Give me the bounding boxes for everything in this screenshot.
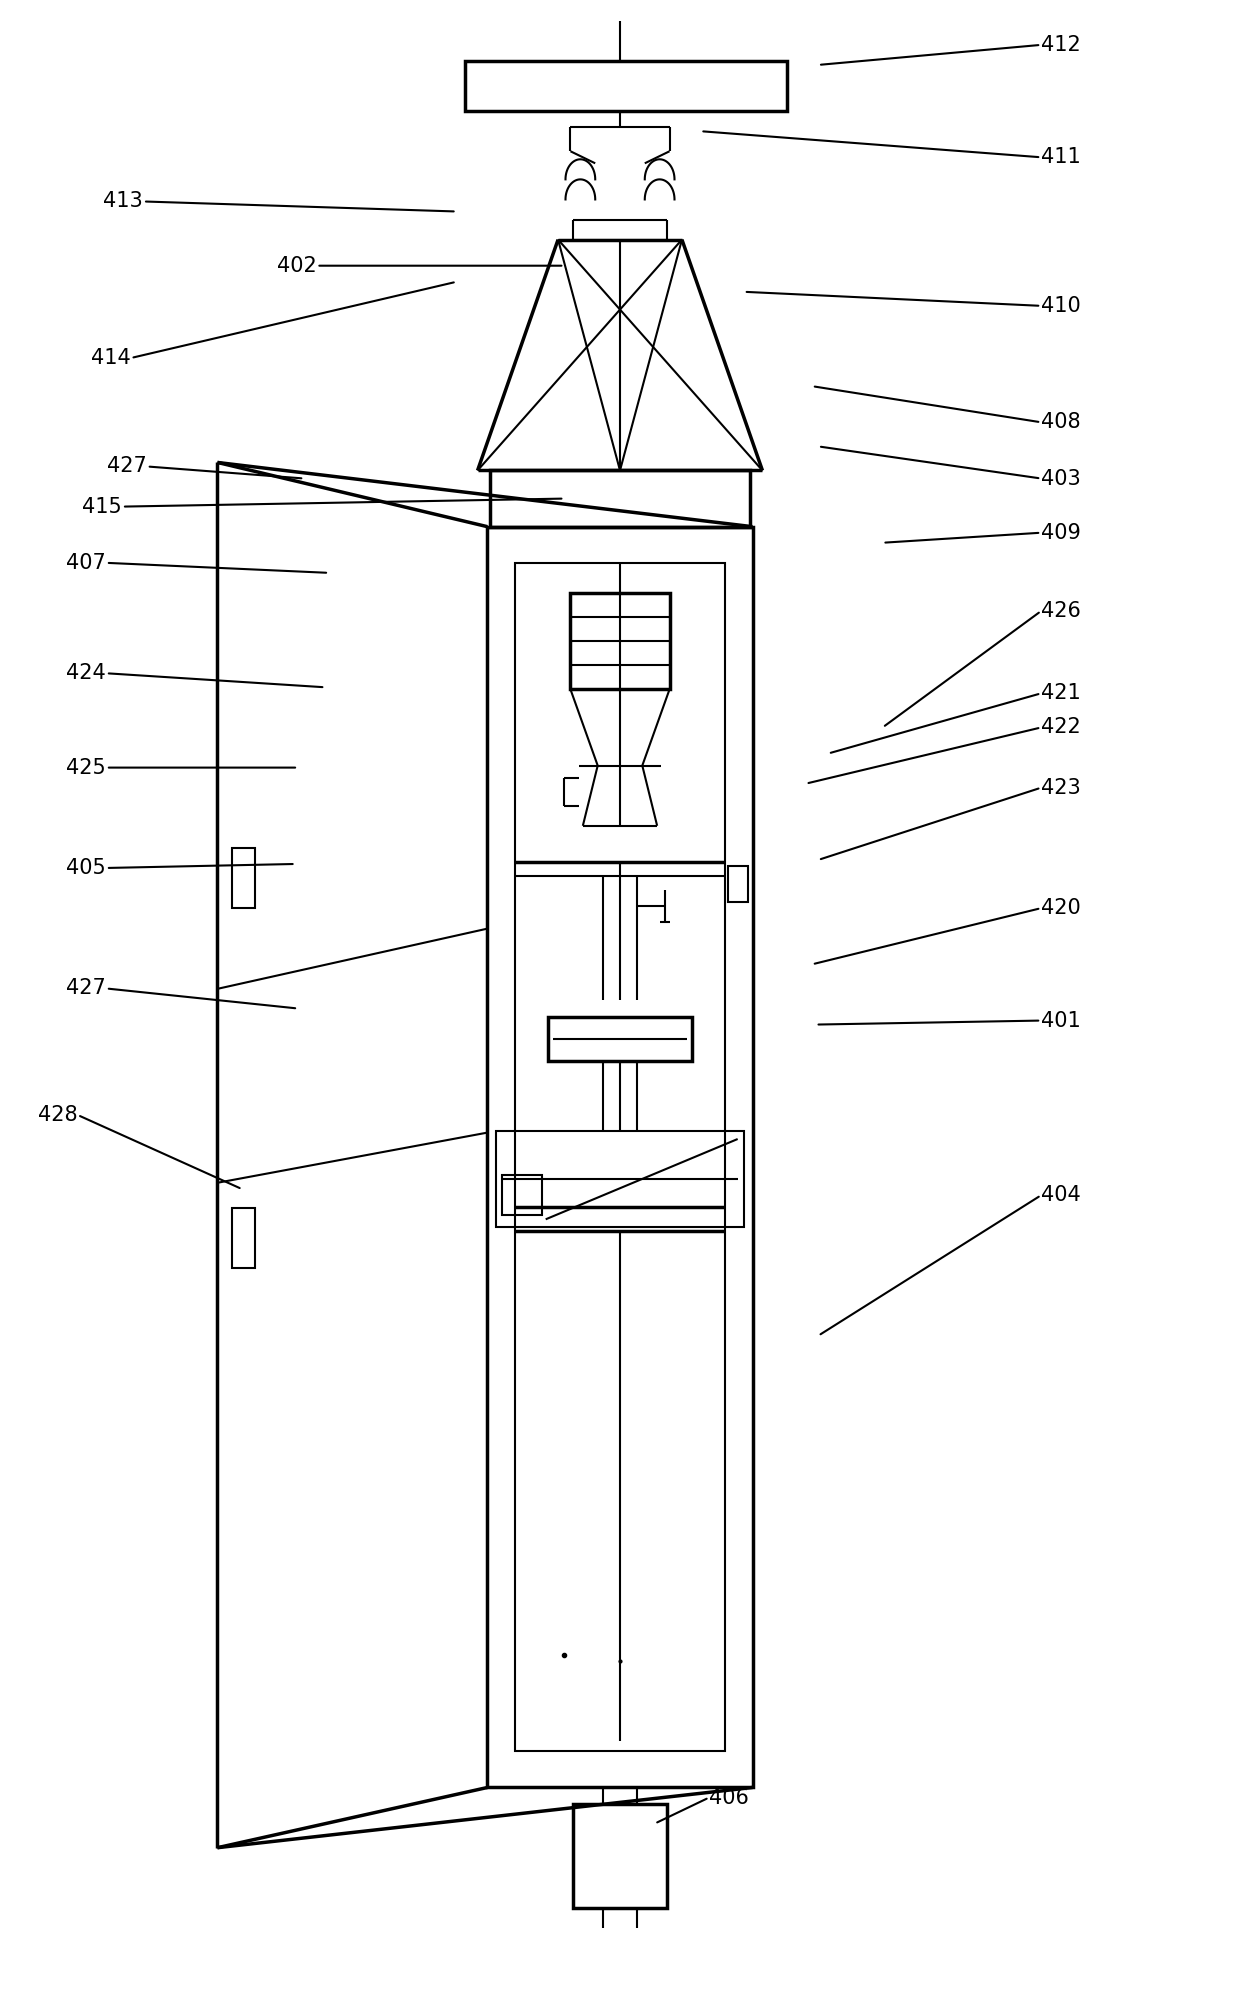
- Text: 422: 422: [1042, 717, 1081, 737]
- Bar: [548, 1017, 692, 1061]
- Bar: [490, 470, 750, 526]
- Text: 428: 428: [38, 1105, 77, 1125]
- Text: 405: 405: [66, 858, 105, 878]
- Text: 421: 421: [1042, 683, 1081, 703]
- Text: 413: 413: [103, 191, 143, 211]
- Text: 424: 424: [66, 663, 105, 683]
- Text: 415: 415: [82, 496, 122, 516]
- Text: 408: 408: [1042, 412, 1081, 432]
- Text: 412: 412: [1042, 34, 1081, 54]
- Bar: [570, 593, 670, 689]
- Text: 426: 426: [1042, 601, 1081, 621]
- Bar: [232, 848, 254, 908]
- Text: 411: 411: [1042, 147, 1081, 167]
- Text: 410: 410: [1042, 295, 1081, 315]
- Text: 425: 425: [66, 757, 105, 777]
- Bar: [728, 866, 748, 902]
- Text: 407: 407: [66, 552, 105, 573]
- Text: 427: 427: [66, 978, 105, 998]
- Bar: [515, 563, 725, 1752]
- Bar: [487, 526, 753, 1788]
- Bar: [496, 1131, 744, 1227]
- Text: 404: 404: [1042, 1185, 1081, 1205]
- Text: 402: 402: [277, 255, 316, 275]
- Text: 403: 403: [1042, 468, 1081, 488]
- Bar: [502, 1175, 542, 1215]
- Text: 406: 406: [709, 1788, 749, 1808]
- Text: 427: 427: [107, 456, 146, 476]
- Bar: [465, 60, 787, 110]
- Bar: [573, 1804, 667, 1909]
- Text: 409: 409: [1042, 522, 1081, 542]
- Text: 414: 414: [91, 348, 130, 368]
- Bar: [232, 1207, 254, 1268]
- Text: 420: 420: [1042, 898, 1081, 918]
- Text: 423: 423: [1042, 777, 1081, 798]
- Text: 401: 401: [1042, 1011, 1081, 1031]
